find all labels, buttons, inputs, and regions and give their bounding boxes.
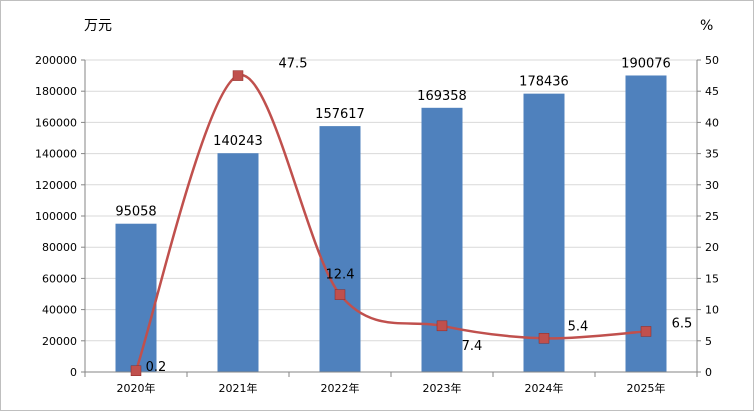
left-tick-label: 80000 [42, 241, 77, 254]
bar [421, 107, 463, 373]
line-point [538, 333, 550, 344]
line-data-label: 0.2 [146, 360, 167, 375]
category-tick-label: 2023年 [423, 381, 462, 395]
line-point [436, 320, 448, 332]
line-point [232, 70, 244, 81]
bar [319, 126, 361, 372]
bar [523, 93, 565, 373]
left-tick-label: 140000 [35, 148, 77, 161]
left-tick-label: 200000 [35, 54, 77, 67]
right-tick-label: 45 [705, 85, 719, 98]
category-tick-label: 2020年 [117, 381, 156, 395]
right-tick-label: 10 [705, 304, 719, 317]
category-tick-label: 2024年 [525, 381, 564, 395]
axes [81, 59, 701, 377]
bar-series [115, 75, 667, 373]
gridlines [85, 59, 697, 373]
right-tick-label: 35 [705, 148, 719, 161]
left-tick-label: 180000 [35, 85, 77, 98]
bar-data-label: 190076 [621, 56, 671, 71]
bar-data-label: 157617 [315, 107, 365, 122]
bar-data-label: 140243 [213, 134, 263, 149]
right-tick-label: 5 [705, 335, 712, 348]
right-axis-unit: % [700, 18, 713, 34]
line-data-label: 5.4 [568, 319, 589, 334]
left-axis-ticks: 0 20000 40000 60000 80000 100000 120000 140000 1… [35, 54, 77, 379]
category-tick-label: 2022年 [321, 381, 360, 395]
right-tick-label: 15 [705, 272, 719, 285]
left-tick-label: 40000 [42, 304, 77, 317]
line-data-label: 47.5 [279, 57, 308, 72]
right-tick-label: 40 [705, 116, 719, 129]
right-tick-label: 30 [705, 179, 719, 192]
line-data-label: 7.4 [462, 339, 483, 354]
line-data-label: 12.4 [326, 268, 355, 283]
left-axis-unit: 万元 [84, 18, 112, 34]
bar [625, 75, 667, 372]
left-tick-label: 0 [70, 366, 77, 379]
bar [217, 153, 259, 372]
line-point [640, 326, 652, 337]
category-tick-label: 2025年 [627, 381, 666, 395]
category-tick-label: 2021年 [219, 381, 258, 395]
bar-data-labels: 95058 140243 157617 169358 178436 190076 [115, 56, 671, 219]
category-axis-ticks: 2020年 2021年 2022年 2023年 2024年 2025年 [117, 381, 666, 395]
line-point [130, 365, 142, 377]
right-tick-label: 50 [705, 54, 719, 67]
right-tick-label: 25 [705, 210, 719, 223]
left-tick-label: 100000 [35, 210, 77, 223]
line-point [334, 289, 346, 300]
line-data-label: 6.5 [672, 316, 693, 331]
bar-data-label: 95058 [115, 205, 156, 220]
right-axis-ticks: 0 5 10 15 20 25 30 35 40 45 50 [705, 54, 719, 379]
right-tick-label: 20 [705, 241, 719, 254]
line-series [130, 70, 652, 377]
bar-data-label: 169358 [417, 89, 467, 104]
left-tick-label: 160000 [35, 116, 77, 129]
left-tick-label: 120000 [35, 179, 77, 192]
left-tick-label: 20000 [42, 335, 77, 348]
bar [115, 223, 157, 372]
line-data-labels: 0.2 47.5 12.4 7.4 5.4 6.5 [146, 57, 693, 375]
left-tick-label: 60000 [42, 272, 77, 285]
bar-data-label: 178436 [519, 75, 569, 90]
right-tick-label: 0 [705, 366, 712, 379]
